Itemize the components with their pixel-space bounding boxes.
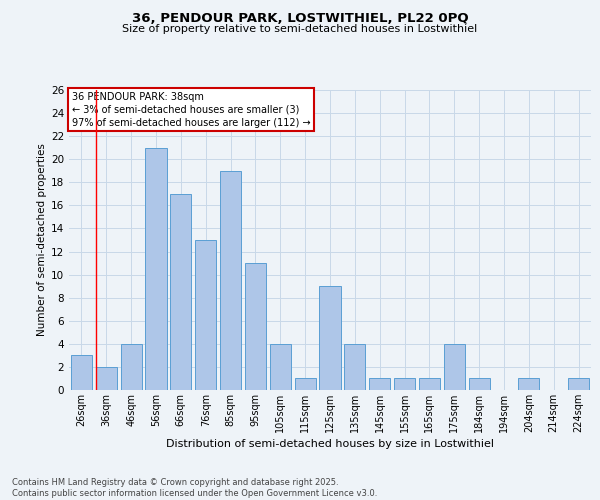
Bar — [444, 344, 465, 390]
Bar — [369, 378, 390, 390]
Bar — [469, 378, 490, 390]
Y-axis label: Number of semi-detached properties: Number of semi-detached properties — [37, 144, 47, 336]
X-axis label: Distribution of semi-detached houses by size in Lostwithiel: Distribution of semi-detached houses by … — [166, 439, 494, 449]
Bar — [245, 263, 266, 390]
Text: Contains HM Land Registry data © Crown copyright and database right 2025.
Contai: Contains HM Land Registry data © Crown c… — [12, 478, 377, 498]
Bar — [344, 344, 365, 390]
Bar — [195, 240, 216, 390]
Text: 36, PENDOUR PARK, LOSTWITHIEL, PL22 0PQ: 36, PENDOUR PARK, LOSTWITHIEL, PL22 0PQ — [131, 12, 469, 26]
Bar — [96, 367, 117, 390]
Bar — [394, 378, 415, 390]
Bar — [170, 194, 191, 390]
Text: Size of property relative to semi-detached houses in Lostwithiel: Size of property relative to semi-detach… — [122, 24, 478, 34]
Bar — [270, 344, 291, 390]
Bar — [518, 378, 539, 390]
Bar — [319, 286, 341, 390]
Bar — [419, 378, 440, 390]
Bar — [121, 344, 142, 390]
Text: 36 PENDOUR PARK: 38sqm
← 3% of semi-detached houses are smaller (3)
97% of semi-: 36 PENDOUR PARK: 38sqm ← 3% of semi-deta… — [71, 92, 310, 128]
Bar — [71, 356, 92, 390]
Bar — [220, 171, 241, 390]
Bar — [145, 148, 167, 390]
Bar — [568, 378, 589, 390]
Bar — [295, 378, 316, 390]
